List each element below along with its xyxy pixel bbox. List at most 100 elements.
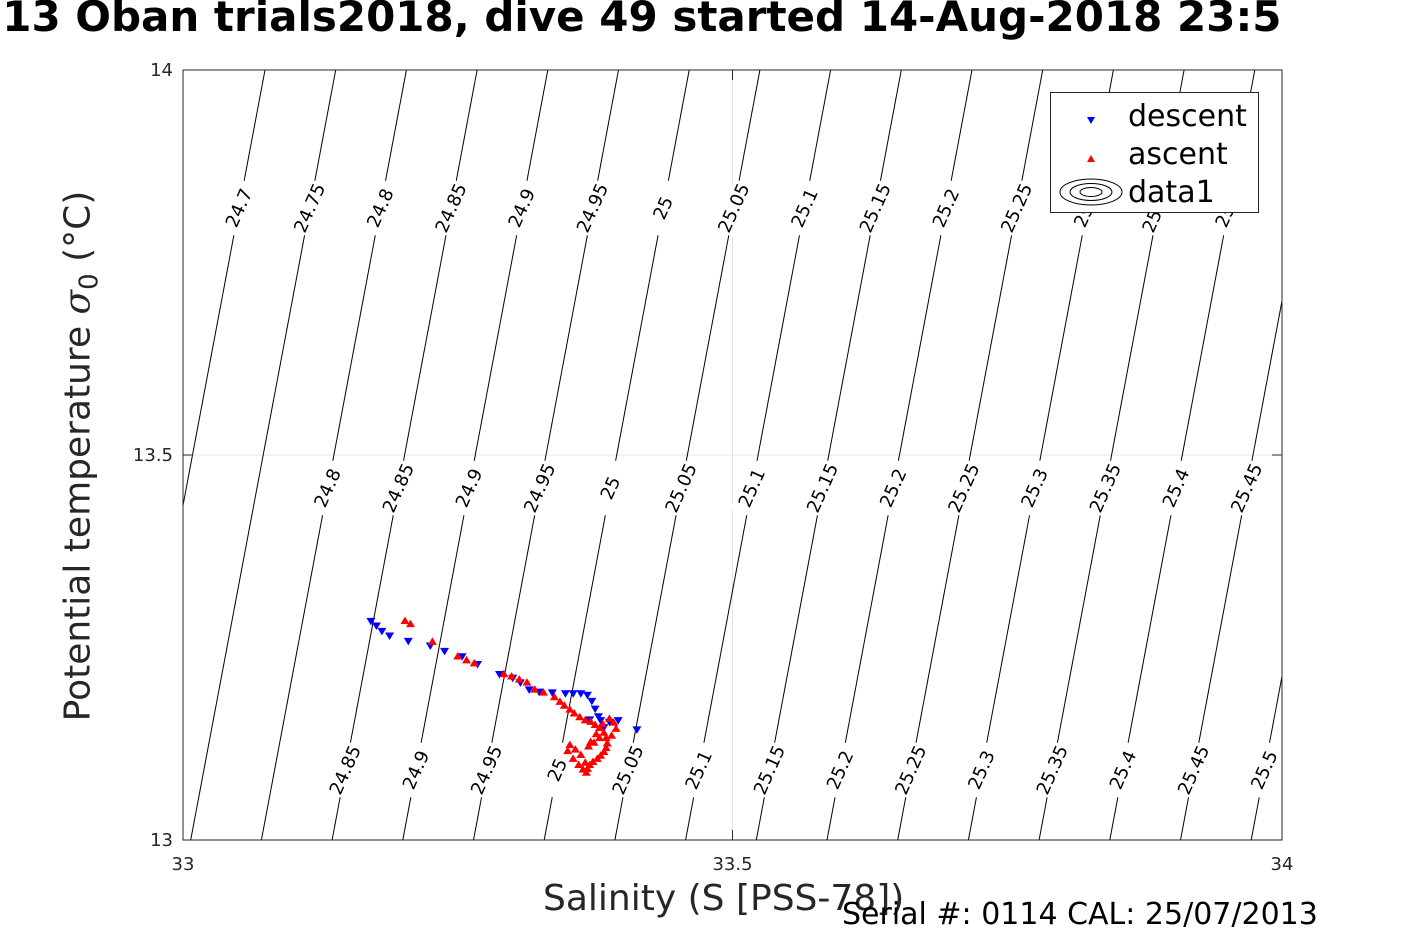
isopycnal-label-low-bg [889,740,932,800]
isopycnal-label-low: 25.4 [1101,740,1145,800]
legend: descent ascent data1 [1050,92,1259,213]
ascent-point [568,754,578,762]
isopycnal-label-low-text: 25.2 [823,748,858,793]
isopycnal-label-top: 25 [642,178,685,238]
isopycnal-label-mid: 25.4 [1155,458,1198,518]
descent-point [385,632,395,640]
isopycnal-label-low: 25.15 [748,740,791,800]
ascent-point [602,738,612,747]
ascent-point [609,718,619,726]
isopycnal-label-mid: 24.85 [377,458,420,518]
isopycnal-label-low-bg [394,740,438,800]
descent-point [377,627,387,636]
isopycnal-label-mid-bg [306,458,349,518]
y-axis-label-unit: (°C) [57,190,99,274]
isopycnal-label-mid: 25 [589,458,632,518]
y-tick-label: 13.5 [133,445,173,466]
ascent-point [611,724,621,732]
isopycnal-label-top: 25.15 [854,178,897,238]
isopycnal-label-mid-text: 25.4 [1159,466,1194,511]
descent-point [632,726,642,734]
isopycnal-label-mid-text: 24.9 [452,466,487,511]
isopycnal-label-mid-bg [589,458,632,518]
descent-point [495,670,505,679]
isopycnal-label-mid-text: 24.8 [310,466,345,511]
triangle-down-icon [1087,117,1095,124]
ascent-point [563,746,573,755]
isopycnal-label-top-bg [712,178,755,238]
isopycnal-label-top-bg [642,178,685,238]
ascent-point [565,740,575,749]
isopycnal-label-top: 25.05 [712,178,755,238]
isopycnal-label-low-bg [748,740,791,800]
isopycnal-label-low: 25.2 [819,740,862,800]
ascent-point [598,719,608,728]
ascent-point [538,688,548,696]
isopycnal-label-mid-text: 25.1 [735,466,770,511]
isopycnal-label-mid-text: 25.05 [662,460,702,516]
isopycnal-label-mid-bg [1225,458,1268,518]
descent-point [576,690,586,698]
ascent-point [595,723,605,732]
isopycnal-label-top-bg [359,178,402,238]
isopycnal-label-mid-bg [1155,458,1198,518]
isopycnal-label-low: 25.5 [1243,740,1286,800]
isopycnal-label-top-text: 24.75 [290,180,330,236]
ascent-point [576,750,586,759]
isopycnal-label-top: 24.8 [359,178,402,238]
descent-point [568,690,578,698]
isopycnal-label-top-text: 24.85 [431,180,471,236]
ascent-point [405,619,415,628]
x-tick-label: 33.5 [712,854,752,875]
isopycnal-label-low: 25.05 [607,740,650,800]
descent-point [371,622,381,630]
isopycnal-label-low-bg [607,740,650,800]
contour-icon [1059,178,1123,206]
ascent-point [589,738,599,746]
y-axis-label-text: Potential temperature [57,314,99,722]
legend-label-descent: descent [1128,99,1247,134]
isopycnal-label-mid: 24.9 [448,458,491,518]
isopycnal-label-mid-text: 25.25 [944,460,984,516]
isopycnal-label-low-bg [536,740,579,800]
isopycnal-label-top-bg [217,178,261,238]
ascent-point [569,708,579,717]
isopycnal-label-mid-text: 24.85 [379,460,419,516]
isopycnal-label-mid-bg [1084,458,1127,518]
isopycnal-label-mid-bg [730,458,773,518]
ascent-point [507,671,517,680]
isopycnal-label-low-bg [465,740,508,800]
y-tick-label: 14 [150,60,173,81]
isopycnal-label-mid-bg [872,458,915,518]
isopycnal-label-low-bg [1172,740,1215,800]
ascent-point [559,701,569,709]
isopycnal-label-mid-text: 25.3 [1017,466,1052,511]
descent-point [593,713,603,721]
isopycnal-label-low-text: 25.3 [964,748,999,793]
isopycnal-label-top-bg [288,178,331,238]
isopycnal-label-top-text: 25.25 [997,180,1037,236]
isopycnal-label-low-text: 25.05 [608,742,648,798]
ascent-point [514,675,524,683]
isopycnal-label-mid-bg [801,458,844,518]
ascent-point [604,714,614,722]
isopycnal-label-top-bg [995,178,1038,238]
descent-point [440,647,450,656]
descent-point [366,617,376,626]
isopycnal-label-low-text: 25.45 [1174,742,1214,798]
isopycnal-label-top-bg [924,178,968,238]
legend-item-data1: data1 [1051,173,1260,211]
isopycnal-label-top-text: 24.95 [573,180,613,236]
descent-point [582,691,592,700]
isopycnal-label-top-bg [783,178,826,238]
ascent-point [565,705,575,713]
descent-point [590,705,600,714]
legend-label-data1: data1 [1128,175,1215,210]
isopycnal-label-low-text: 25.1 [681,748,716,793]
isopycnal-line [1250,673,1282,840]
isopycnal-label-low-bg [819,740,862,800]
isopycnal-label-top: 24.75 [288,178,331,238]
descent-point [596,717,606,725]
isopycnal-line [1322,70,1417,840]
isopycnal-label-low-text: 24.85 [326,742,366,798]
